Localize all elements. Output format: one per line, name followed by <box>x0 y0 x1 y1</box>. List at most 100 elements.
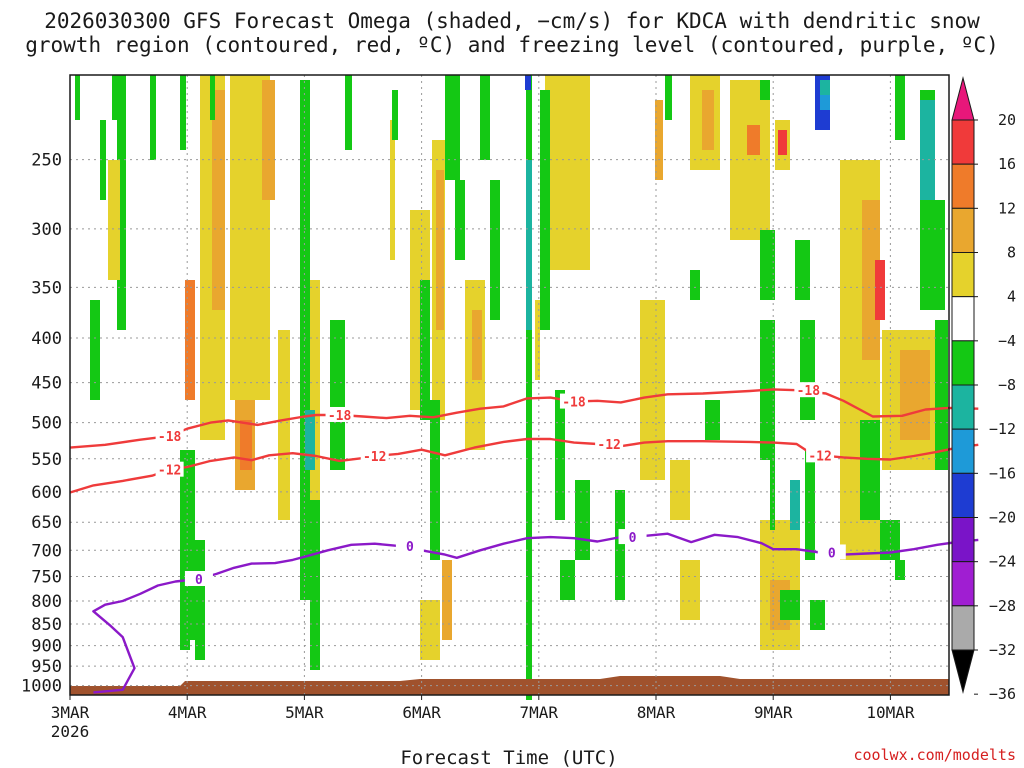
x-tick-label: 5MAR <box>285 703 324 722</box>
contour-label: -12 <box>158 464 181 479</box>
omega-cell <box>300 80 310 600</box>
contour-label-bg <box>559 393 588 409</box>
omega-cell <box>545 75 590 270</box>
contour-label: -18 <box>797 384 821 399</box>
chart-title-line1: 2026030300 GFS Forecast Omega (shaded, −… <box>44 9 980 33</box>
omega-cell <box>705 400 720 440</box>
omega-cell <box>90 300 100 400</box>
colorbar-swatch <box>951 340 975 386</box>
x-year-label: 2026 <box>51 722 90 741</box>
y-tick-label: 350 <box>31 278 62 298</box>
credit-text: coolwx.com/modelts <box>853 746 1016 764</box>
contour-line <box>69 388 979 449</box>
colorbar-swatch <box>951 207 975 253</box>
y-tick-label: 700 <box>31 541 62 561</box>
y-tick-label: 300 <box>31 220 62 240</box>
x-axis-label: Forecast Time (UTC) <box>400 747 617 768</box>
colorbar-label: 20 <box>998 111 1016 129</box>
contour-label: -18 <box>158 430 182 445</box>
contour-label-bg <box>325 406 354 422</box>
colorbar-label: −8 <box>998 376 1016 394</box>
omega-cell <box>747 125 760 155</box>
colorbar-swatch <box>951 163 975 209</box>
y-tick-label: 550 <box>31 450 62 470</box>
contour-label: 0 <box>828 546 836 561</box>
omega-cell <box>535 300 540 380</box>
omega-cell <box>780 590 800 620</box>
x-tick-label: 3MAR <box>51 703 90 722</box>
omega-cell <box>615 490 625 600</box>
omega-cell <box>810 600 825 630</box>
colorbar-label: −24 <box>989 553 1016 571</box>
omega-cell <box>278 330 290 520</box>
contour-label: -12 <box>597 438 620 453</box>
omega-cell <box>262 80 275 200</box>
omega-cell <box>420 600 440 660</box>
omega-cell <box>212 90 225 310</box>
time-axis: 3MAR 4MAR 5MAR 6MAR 7MAR 8MAR 9MAR 10MAR <box>51 695 915 722</box>
omega-shading <box>75 75 948 700</box>
omega-cell <box>760 80 770 100</box>
omega-cell <box>690 270 700 300</box>
omega-cell <box>860 420 880 520</box>
colorbar-label: 4 <box>1007 288 1016 306</box>
omega-cell <box>526 160 532 330</box>
omega-cell <box>210 75 215 120</box>
contour-label-bg <box>817 544 846 560</box>
contour-label: 0 <box>195 573 203 588</box>
colorbar-label: 8 <box>1007 244 1016 262</box>
pressure-axis: 2503003504004505005506006507007508008509… <box>21 151 62 697</box>
omega-cell <box>392 90 398 140</box>
y-tick-label: 650 <box>31 513 62 533</box>
x-tick-label: 6MAR <box>402 703 441 722</box>
colorbar-swatch <box>951 517 975 563</box>
contour-label: -12 <box>363 450 386 465</box>
x-tick-label: 8MAR <box>637 703 676 722</box>
contour-labels: -18 -18 -18 -18 -12 -12 -12 -12 0 0 0 0 <box>155 382 846 588</box>
omega-cell <box>525 75 531 90</box>
colorbar-swatch <box>951 472 975 519</box>
plot-grid <box>70 75 949 695</box>
omega-cell <box>540 90 550 330</box>
omega-cell <box>305 410 315 470</box>
omega-cell <box>445 75 460 180</box>
colorbar-swatch <box>951 428 975 474</box>
contour-label: 0 <box>406 540 414 555</box>
y-tick-label: 900 <box>31 637 62 657</box>
omega-cell <box>117 75 126 330</box>
omega-cell <box>420 280 430 420</box>
omega-cell <box>472 310 482 380</box>
omega-cell <box>480 75 490 160</box>
omega-cell <box>640 300 665 480</box>
x-tick-label: 9MAR <box>754 703 793 722</box>
x-tick-label: 4MAR <box>168 703 207 722</box>
omega-cell <box>112 75 118 120</box>
omega-cell <box>180 75 186 150</box>
omega-cell <box>490 180 500 320</box>
colorbar-swatch <box>951 561 975 607</box>
omega-cell <box>680 560 700 620</box>
contour-line <box>92 532 979 694</box>
y-tick-label: 400 <box>31 329 62 349</box>
y-tick-label: 950 <box>31 657 62 677</box>
contour-label-bg <box>360 448 389 464</box>
omega-cell <box>702 90 714 150</box>
colorbar-swatch <box>951 605 975 651</box>
omega-cell <box>560 560 575 600</box>
omega-cell <box>770 460 775 530</box>
y-tick-label: 450 <box>31 374 62 394</box>
omega-cell <box>185 280 195 400</box>
y-tick-label: 750 <box>31 567 62 587</box>
contour-label-bg <box>595 436 624 452</box>
y-tick-label: 800 <box>31 592 62 612</box>
omega-cell <box>240 420 252 470</box>
omega-cell <box>920 100 935 200</box>
colorbar-bottom-arrow <box>951 649 975 694</box>
omega-cell <box>670 460 690 520</box>
omega-cell <box>150 75 156 160</box>
contour-label-bg <box>395 537 424 553</box>
omega-cell <box>800 320 815 420</box>
omega-cell <box>920 200 945 310</box>
omega-cell <box>880 520 900 560</box>
